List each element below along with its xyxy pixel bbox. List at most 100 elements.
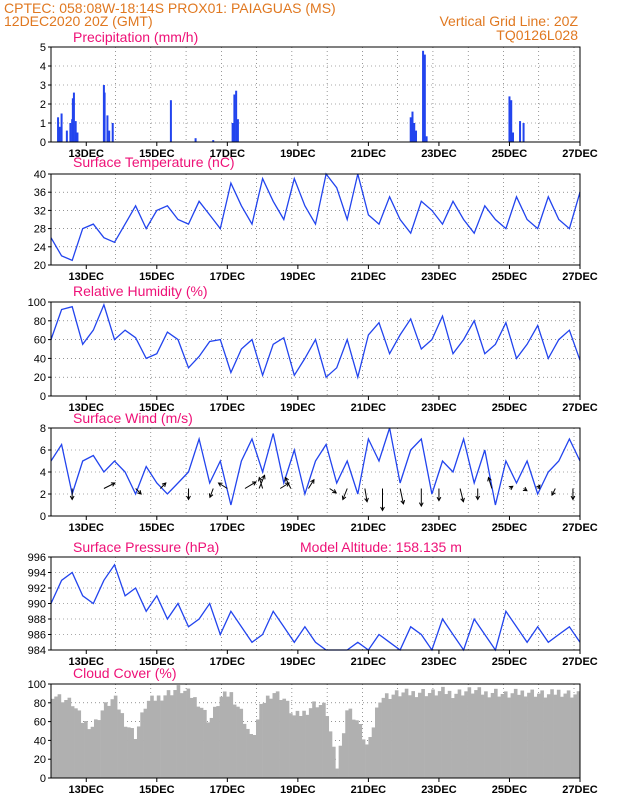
wind-arrow xyxy=(284,477,292,489)
x-tick-label: 19DEC xyxy=(280,148,316,160)
cloud-bar xyxy=(530,689,535,778)
precip-bar xyxy=(235,90,238,142)
cloud-bar xyxy=(315,707,320,778)
wind-arrow-head xyxy=(436,496,442,502)
cloud-bar xyxy=(150,695,154,778)
cloud-bar xyxy=(246,728,250,778)
header-datetime: 12DEC2020 20Z (GMT) xyxy=(4,13,153,29)
cloud-bar xyxy=(130,728,134,778)
y-tick-label: 20 xyxy=(34,372,46,384)
y-tick-label: 0 xyxy=(40,511,46,523)
wind-arrow-head xyxy=(208,493,214,499)
wind-arrow-head xyxy=(161,482,167,487)
wind-arrow-head xyxy=(460,497,465,503)
cloud-bar xyxy=(275,691,280,778)
y-tick-label: 20 xyxy=(34,754,46,766)
cloud-bar xyxy=(60,702,65,778)
cloud-bar xyxy=(57,694,62,778)
x-tick-label: 25DEC xyxy=(492,402,528,414)
x-tick-label: 21DEC xyxy=(351,402,387,414)
cloud-bar xyxy=(470,693,475,778)
wind-arrow xyxy=(135,488,142,495)
cloud-bar xyxy=(345,710,349,778)
wind-arrow-head xyxy=(261,474,266,480)
panel-2: Surface Temperature (nC) 20 24 28 32 36 40 13DE… xyxy=(34,154,598,283)
cloud-bar xyxy=(136,726,141,778)
cloud-bar xyxy=(527,692,531,778)
wind-arrow-head xyxy=(418,502,424,508)
cloud-bar xyxy=(576,691,581,778)
panel-5: Surface Pressure (hPa) Model Altitude: 15… xyxy=(28,539,598,668)
x-tick-label: 13DEC xyxy=(69,522,105,534)
x-tick-label: 19DEC xyxy=(280,271,316,283)
y-tick-label: 60 xyxy=(34,717,46,729)
cloud-bar xyxy=(447,690,452,778)
x-tick-label: 21DEC xyxy=(351,522,387,534)
y-tick-label: 2 xyxy=(40,489,46,501)
cloud-bar xyxy=(411,691,415,778)
wind-arrow xyxy=(258,475,266,489)
x-tick-label: 23DEC xyxy=(421,784,457,796)
y-tick-label: 100 xyxy=(28,679,46,691)
x-tick-label: 27DEC xyxy=(562,522,598,534)
y-tick-label: 36 xyxy=(34,187,46,199)
y-tick-label: 2 xyxy=(40,99,46,111)
cloud-bar xyxy=(113,695,118,778)
cloud-bar xyxy=(444,694,449,778)
precip-bar xyxy=(103,92,106,142)
y-tick-label: 40 xyxy=(34,735,46,747)
cloud-bar xyxy=(417,692,422,778)
precip-bar xyxy=(71,98,74,142)
series-line xyxy=(50,172,581,262)
cloud-bar xyxy=(570,697,574,778)
wind-arrow xyxy=(308,479,315,489)
wind-arrow-head xyxy=(508,485,514,491)
cloud-bar xyxy=(302,710,306,778)
cloud-bar xyxy=(203,709,207,778)
cloud-bar xyxy=(179,693,184,778)
cloud-bar xyxy=(325,716,330,778)
cloud-bar xyxy=(431,689,435,778)
precip-bar xyxy=(111,123,114,142)
panel-frame xyxy=(50,301,581,397)
cloud-bar xyxy=(441,686,445,778)
cloud-bar xyxy=(127,727,131,778)
cloud-bar xyxy=(427,692,432,778)
cloud-bar xyxy=(305,714,310,778)
cloud-bar xyxy=(398,696,402,778)
cloud-bar xyxy=(216,706,220,778)
cloud-bar xyxy=(351,719,356,778)
wind-arrow-head xyxy=(137,490,142,495)
cloud-bar xyxy=(64,700,68,778)
cloud-bar xyxy=(335,768,339,778)
cloud-bar xyxy=(183,690,187,778)
wind-arrow-head xyxy=(487,476,492,482)
cloud-bar xyxy=(487,697,492,778)
x-tick-label: 15DEC xyxy=(139,402,175,414)
cloud-bar xyxy=(170,695,174,778)
cloud-bar xyxy=(507,697,511,778)
cloud-bar xyxy=(338,745,343,778)
wind-arrow-head xyxy=(110,482,116,487)
cloud-bar xyxy=(537,693,541,778)
precip-bar xyxy=(231,123,234,142)
cloud-bar xyxy=(232,704,237,778)
x-tick-label: 19DEC xyxy=(280,402,316,414)
cloud-bar xyxy=(464,691,468,778)
x-tick-label: 15DEC xyxy=(139,656,175,668)
cloud-bar xyxy=(421,688,425,778)
x-tick-label: 27DEC xyxy=(562,148,598,160)
cloud-bar xyxy=(236,706,240,778)
x-tick-label: 15DEC xyxy=(139,784,175,796)
cloud-bar xyxy=(213,706,217,778)
wind-arrow xyxy=(342,488,348,500)
panel-frame xyxy=(50,173,581,266)
y-tick-label: 28 xyxy=(34,224,46,236)
wind-arrow-head xyxy=(475,495,481,501)
y-tick-label: 8 xyxy=(40,423,46,435)
y-tick-label: 60 xyxy=(34,335,46,347)
cloud-bar xyxy=(193,697,197,778)
x-tick-label: 19DEC xyxy=(280,656,316,668)
precip-bar xyxy=(409,117,412,142)
panel-4: Surface Wind (m/s) 0 2 4 6 8 13DEC 15DEC 17DEC 19… xyxy=(40,410,598,534)
